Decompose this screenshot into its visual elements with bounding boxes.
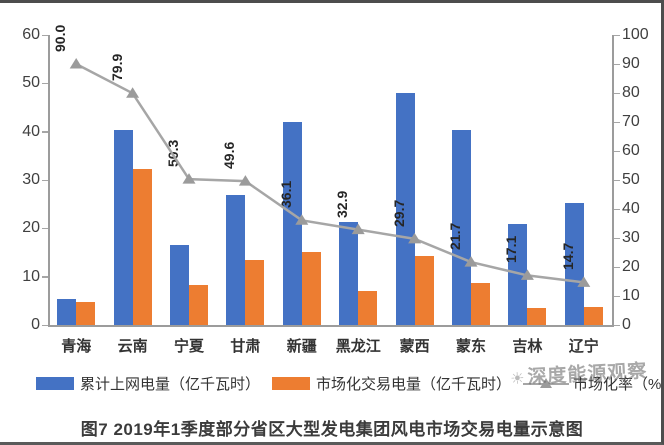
left-axis-label-10: 10: [22, 267, 40, 285]
right-axis-label-60: 60: [622, 142, 640, 159]
right-axis-label-0: 0: [622, 316, 631, 333]
right-tick-50: [613, 179, 620, 181]
bar-traded-8: [527, 307, 547, 325]
right-tick-90: [613, 63, 620, 65]
triangle-marker-0: [69, 58, 83, 69]
right-axis-line: [612, 35, 614, 326]
bar-traded-7: [471, 282, 490, 325]
bar-traded-2: [189, 284, 208, 325]
x-axis-line: [48, 325, 614, 327]
bar-traded-0: [76, 301, 96, 325]
right-tick-30: [613, 237, 620, 239]
point-label-7: 21.7: [447, 222, 463, 251]
right-tick-10: [613, 295, 620, 297]
bar-traded-6: [414, 255, 434, 325]
bar-ongrid-4: [282, 122, 302, 325]
point-label-2: 50.3: [165, 139, 181, 168]
right-tick-100: [613, 34, 620, 36]
right-tick-70: [613, 121, 620, 123]
left-axis-label-20: 20: [22, 219, 40, 237]
left-tick-20: [42, 227, 48, 230]
legend-label-traded-volume: 市场化交易电量（亿千瓦时）: [316, 376, 512, 393]
figure-caption: 图7 2019年1季度部分省区大型发电集团风电市场交易电量示意图: [80, 420, 584, 439]
left-tick-50: [42, 82, 48, 85]
legend-label-marketization-rate: 市场化率（%）: [573, 376, 662, 393]
legend-label-ongrid-volume: 累计上网电量（亿千瓦时）: [80, 376, 261, 393]
bar-ongrid-5: [339, 222, 359, 325]
x-axis-label-1: 云南: [117, 338, 148, 355]
x-axis-label-6: 蒙西: [399, 338, 430, 355]
right-tick-80: [613, 92, 620, 94]
bar-ongrid-0: [57, 298, 77, 325]
right-tick-60: [613, 150, 620, 152]
point-label-0: 90.0: [52, 24, 69, 52]
bar-traded-1: [132, 169, 152, 325]
sun-icon: ☀: [509, 370, 527, 389]
x-axis-label-4: 新疆: [286, 338, 317, 355]
point-label-9: 14.7: [559, 243, 576, 271]
x-axis-label-7: 蒙东: [455, 338, 486, 355]
x-axis-label-0: 青海: [61, 338, 92, 355]
bar-traded-3: [245, 260, 265, 325]
point-label-6: 29.7: [390, 199, 407, 227]
bar-ongrid-1: [113, 130, 133, 325]
left-axis-label-40: 40: [22, 122, 40, 140]
left-tick-30: [42, 179, 48, 181]
right-axis-label-30: 30: [622, 229, 640, 246]
blue-swatch-icon: [36, 377, 74, 390]
right-axis-label-70: 70: [622, 113, 640, 130]
point-label-8: 17.1: [503, 236, 520, 264]
legend-item-marketization-rate: 市场化率（%）: [523, 373, 662, 394]
line-marker-icon: [523, 377, 570, 390]
orange-swatch-icon: [272, 377, 311, 390]
left-tick-10: [42, 276, 48, 278]
point-label-3: 49.6: [221, 141, 238, 170]
x-axis-label-8: 吉林: [512, 338, 543, 355]
legend-item-ongrid-volume: 累计上网电量（亿千瓦时）: [36, 373, 260, 394]
bar-traded-9: [583, 307, 603, 325]
right-axis-label-50: 50: [622, 171, 640, 188]
right-axis-label-40: 40: [622, 200, 640, 217]
left-axis-label-0: 0: [31, 316, 40, 333]
triangle-marker-3: [238, 175, 252, 186]
x-axis-label-3: 甘肃: [230, 338, 261, 355]
left-axis-label-50: 50: [22, 74, 40, 92]
left-axis-label-60: 60: [22, 26, 40, 43]
triangle-marker-1: [126, 87, 140, 98]
point-label-1: 79.9: [108, 54, 125, 82]
left-tick-0: [42, 324, 48, 326]
bar-traded-4: [301, 251, 321, 325]
x-axis-label-9: 辽宁: [568, 338, 599, 355]
legend-item-traded-volume: 市场化交易电量（亿千瓦时）: [272, 373, 511, 394]
point-label-5: 32.9: [334, 190, 351, 218]
legend: 累计上网电量（亿千瓦时） 市场化交易电量（亿千瓦时） 市场化率（%）: [36, 373, 661, 394]
x-axis-label-5: 黑龙江: [335, 338, 381, 355]
bar-traded-5: [358, 291, 378, 325]
right-tick-0: [613, 324, 620, 326]
right-axis-label-90: 90: [622, 55, 640, 72]
point-label-4: 36.1: [277, 181, 294, 209]
triangle-marker-2: [182, 173, 196, 184]
left-tick-60: [42, 34, 48, 36]
right-tick-20: [613, 266, 620, 268]
bar-ongrid-2: [170, 245, 189, 325]
bar-ongrid-3: [226, 194, 246, 325]
right-axis-label-80: 80: [622, 84, 640, 101]
right-axis-label-20: 20: [622, 258, 640, 275]
left-axis-label-30: 30: [22, 171, 40, 188]
left-axis-line: [48, 35, 50, 326]
right-tick-40: [613, 208, 620, 210]
right-axis-label-100: 100: [622, 26, 649, 43]
right-axis-label-10: 10: [622, 287, 640, 304]
x-axis-label-2: 宁夏: [173, 338, 204, 355]
left-tick-40: [42, 131, 48, 133]
